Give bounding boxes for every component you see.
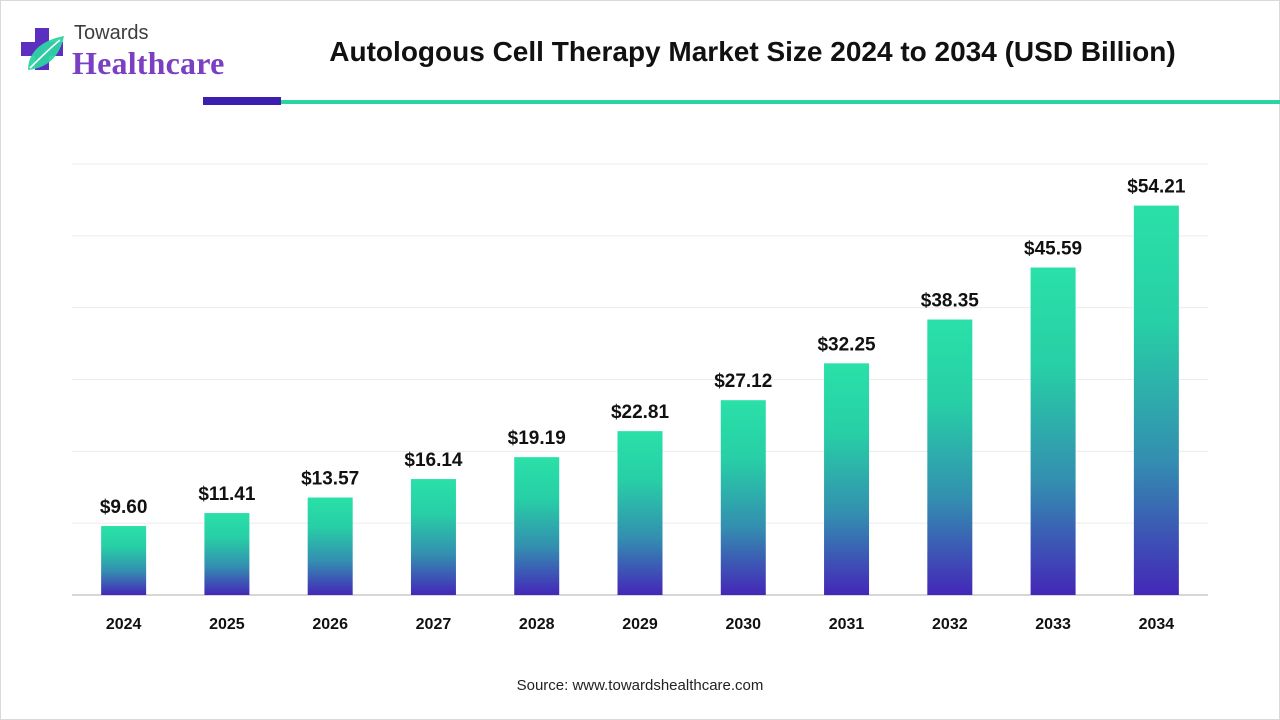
x-tick-2026: 2026 (312, 616, 348, 633)
bar-2032 (927, 319, 973, 595)
value-label-2030: $27.12 (714, 371, 772, 392)
title-accent-bar (203, 97, 281, 105)
x-tick-labels: 2024 2025 2026 2027 2028 2029 2030 2031 2032 2033… (106, 616, 1174, 633)
title-underline (281, 100, 1280, 104)
value-label-2027: $16.14 (404, 450, 463, 471)
value-label-2032: $38.35 (921, 291, 980, 312)
value-label-2024: $9.60 (100, 497, 148, 518)
value-label-2029: $22.81 (611, 402, 670, 423)
bar-2030 (720, 400, 766, 595)
bar-2026 (307, 497, 353, 595)
value-label-2026: $13.57 (301, 469, 359, 490)
x-tick-2032: 2032 (932, 616, 968, 633)
value-label-2033: $45.59 (1024, 239, 1082, 260)
chart-title: Autologous Cell Therapy Market Size 2024… (329, 36, 1176, 67)
value-label-2028: $19.19 (508, 428, 566, 449)
bar-2031 (824, 363, 870, 595)
x-tick-2024: 2024 (106, 616, 142, 633)
bar-2033 (1030, 267, 1076, 595)
x-tick-2028: 2028 (519, 616, 555, 633)
x-tick-2030: 2030 (725, 616, 761, 633)
brand-logo: Towards Healthcare (18, 20, 238, 84)
bars (101, 205, 1179, 596)
source-note: Source: www.towardshealthcare.com (516, 677, 764, 694)
x-tick-2027: 2027 (416, 616, 452, 633)
brand-main-text: Healthcare (72, 45, 225, 81)
bar-2029 (617, 431, 663, 595)
bar-2034 (1133, 205, 1179, 596)
cross-leaf-icon (21, 28, 64, 70)
bar-2024 (101, 526, 147, 595)
brand-top-text: Towards (74, 22, 149, 44)
bar-2027 (410, 479, 456, 595)
value-labels: $9.60 $11.41 $13.57 $16.14 $19.19 $22.81 $27.1… (100, 177, 1186, 518)
value-label-2031: $32.25 (817, 334, 876, 355)
value-label-2025: $11.41 (198, 484, 255, 505)
x-tick-2034: 2034 (1139, 616, 1175, 633)
value-label-2034: $54.21 (1127, 177, 1186, 198)
x-tick-2029: 2029 (622, 616, 658, 633)
x-tick-2025: 2025 (209, 616, 245, 633)
x-tick-2033: 2033 (1035, 616, 1071, 633)
bar-2028 (514, 457, 560, 595)
x-tick-2031: 2031 (829, 616, 865, 633)
bar-2025 (204, 513, 250, 595)
